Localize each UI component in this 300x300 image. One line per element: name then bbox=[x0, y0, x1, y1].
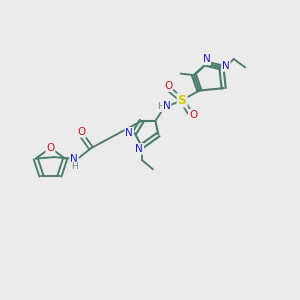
Text: H: H bbox=[71, 162, 77, 171]
Text: O: O bbox=[77, 127, 86, 137]
Text: O: O bbox=[46, 143, 55, 153]
Text: H: H bbox=[157, 102, 164, 111]
Text: N: N bbox=[163, 101, 170, 111]
Text: N: N bbox=[202, 54, 210, 64]
Text: S: S bbox=[178, 94, 187, 106]
Text: N: N bbox=[125, 128, 133, 138]
Text: O: O bbox=[189, 110, 197, 120]
Text: N: N bbox=[70, 154, 78, 164]
Text: N: N bbox=[222, 61, 230, 71]
Text: O: O bbox=[164, 81, 172, 91]
Text: N: N bbox=[135, 144, 143, 154]
